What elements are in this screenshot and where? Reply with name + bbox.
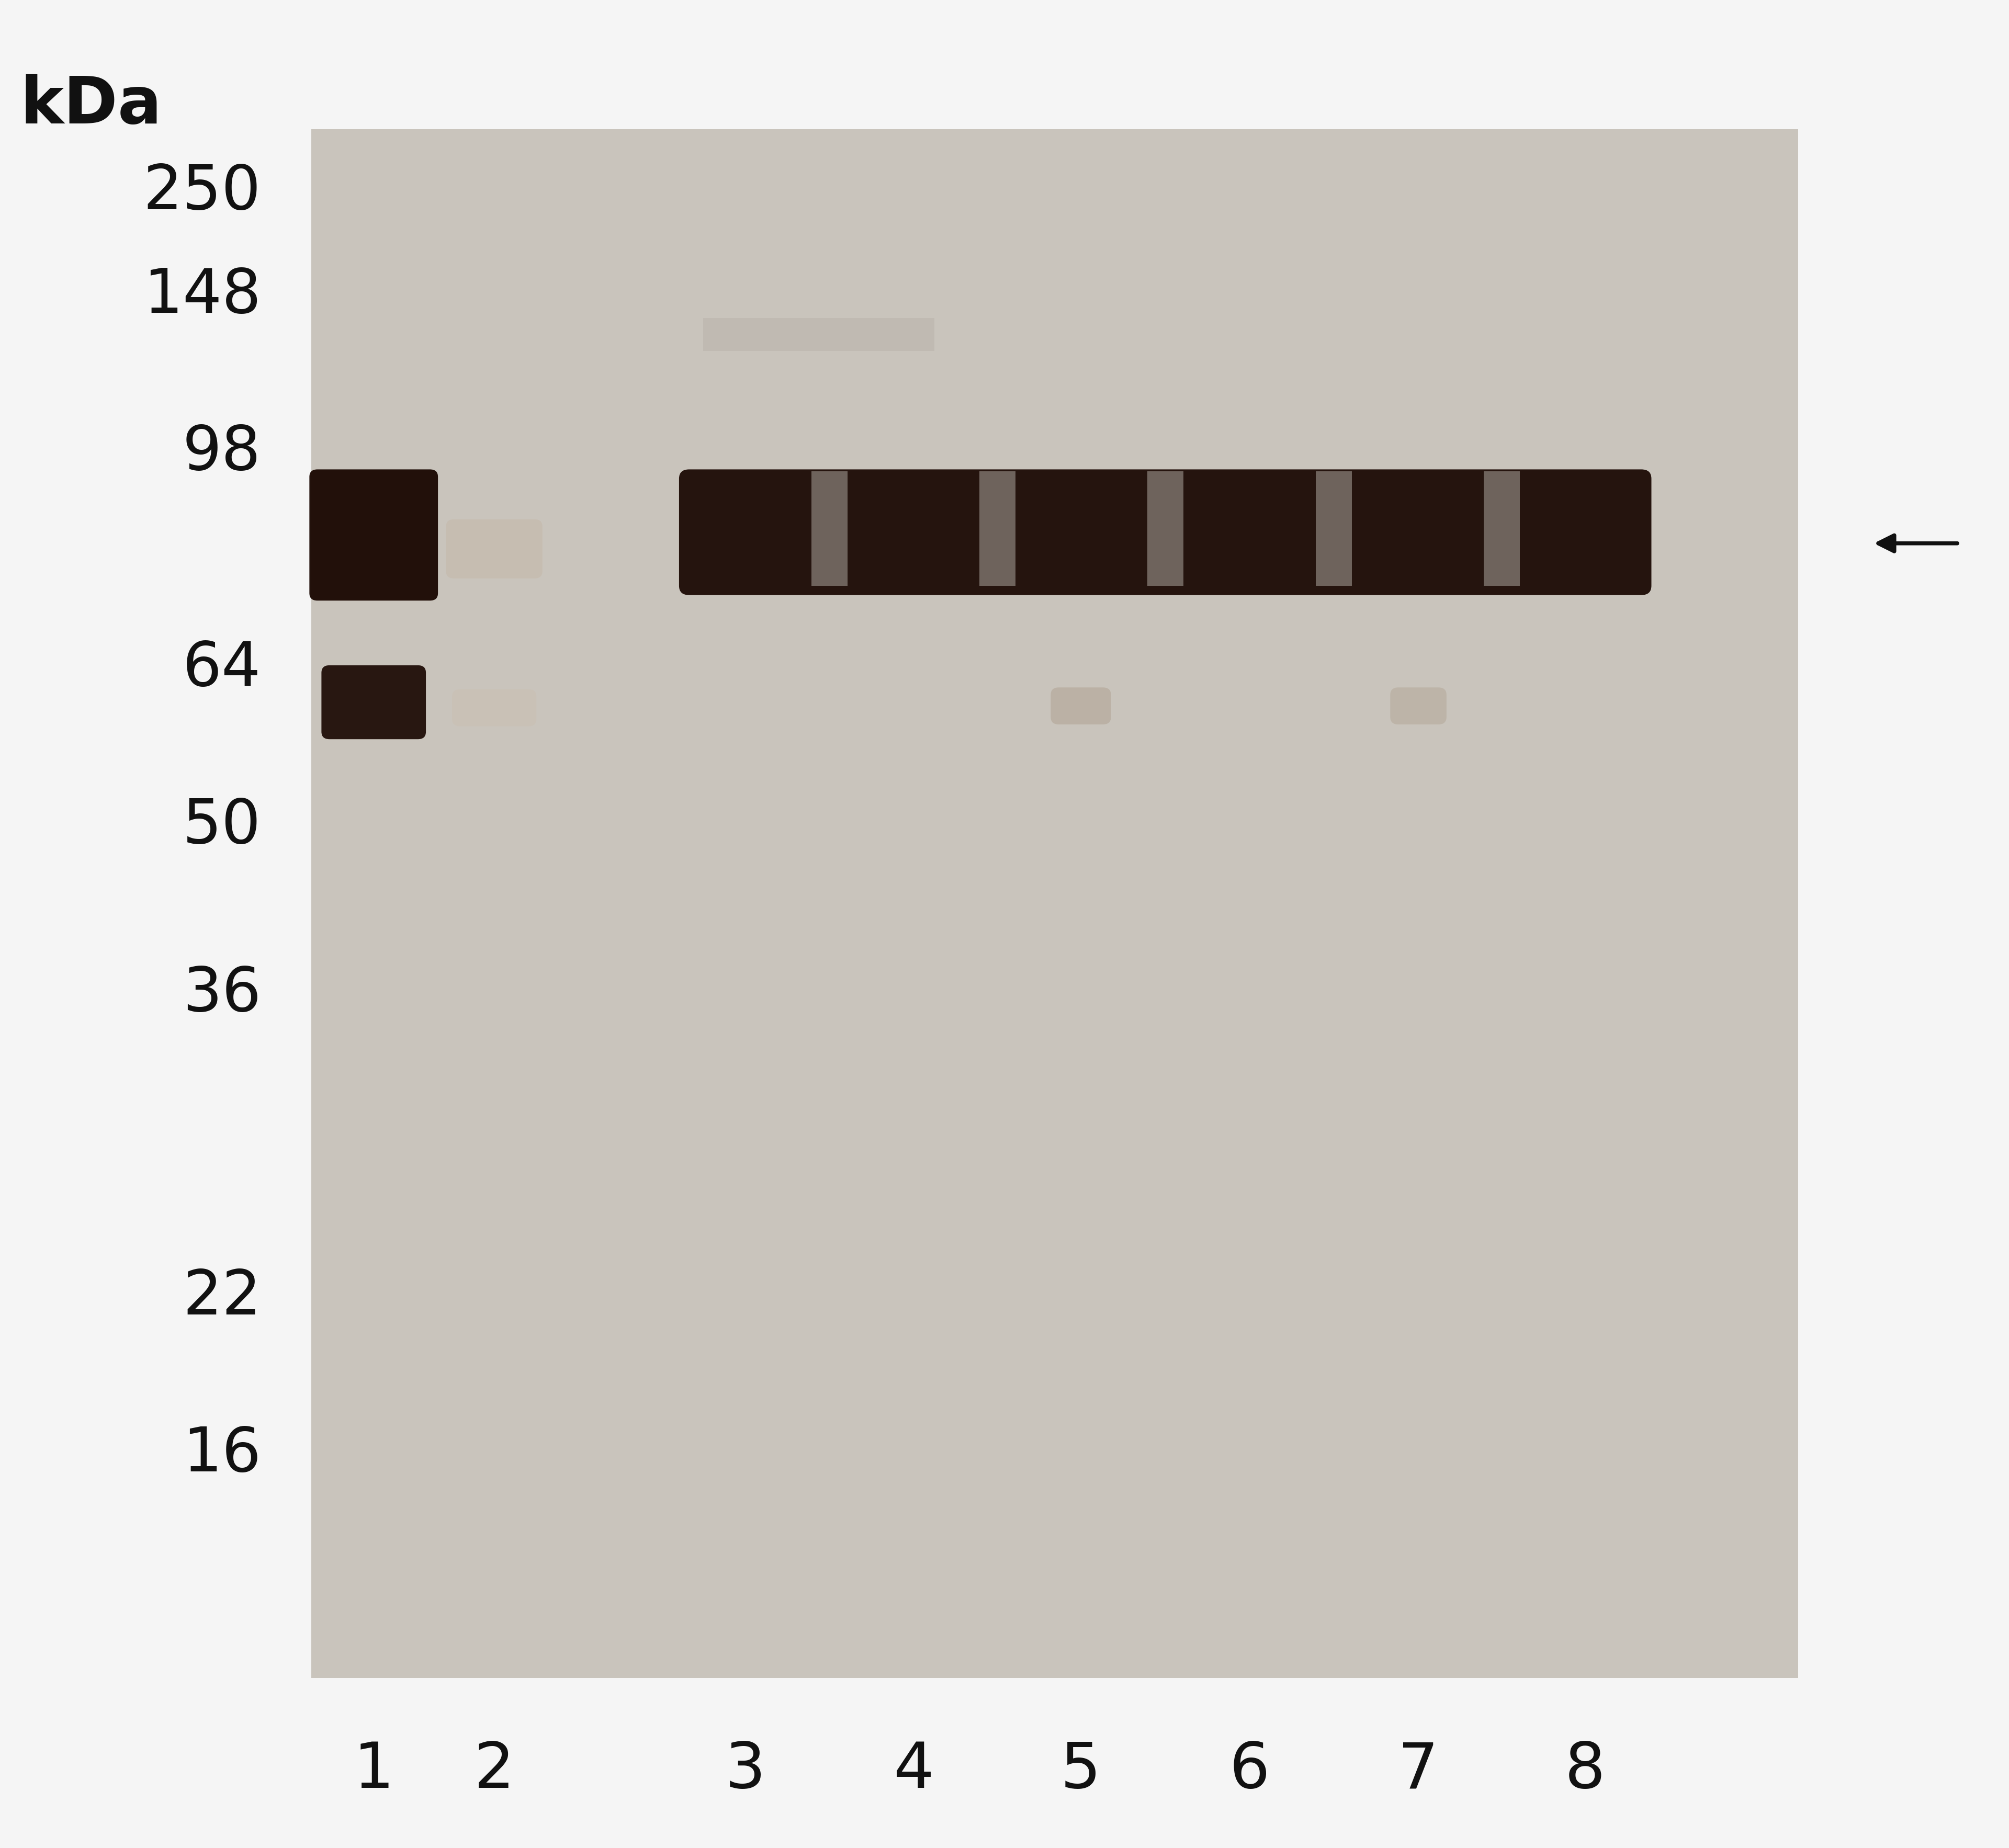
Text: kDa: kDa (20, 74, 163, 137)
Text: 98: 98 (183, 423, 261, 482)
Bar (980, 471, 1017, 586)
Text: 22: 22 (183, 1268, 261, 1327)
Bar (311, 129, 1798, 1678)
FancyBboxPatch shape (1051, 687, 1111, 724)
FancyBboxPatch shape (446, 519, 542, 578)
FancyBboxPatch shape (679, 469, 1651, 595)
Text: 3: 3 (725, 1739, 765, 1802)
Text: 148: 148 (143, 266, 261, 325)
Text: 8: 8 (1565, 1739, 1605, 1802)
Bar (812, 471, 848, 586)
Bar (1316, 471, 1352, 586)
Text: 16: 16 (183, 1425, 261, 1484)
Bar (1147, 471, 1183, 586)
Bar (1483, 471, 1519, 586)
Text: 50: 50 (183, 796, 261, 856)
FancyBboxPatch shape (321, 665, 426, 739)
Text: 7: 7 (1398, 1739, 1438, 1802)
FancyBboxPatch shape (452, 689, 536, 726)
Text: 250: 250 (143, 163, 261, 222)
Text: 6: 6 (1230, 1739, 1270, 1802)
Text: 36: 36 (183, 965, 261, 1024)
Text: 64: 64 (183, 639, 261, 699)
FancyBboxPatch shape (309, 469, 438, 601)
Text: 4: 4 (894, 1739, 934, 1802)
Text: 2: 2 (474, 1739, 514, 1802)
Text: 1: 1 (354, 1739, 394, 1802)
Bar (703, 318, 934, 351)
FancyBboxPatch shape (1390, 687, 1446, 724)
Text: 5: 5 (1061, 1739, 1101, 1802)
